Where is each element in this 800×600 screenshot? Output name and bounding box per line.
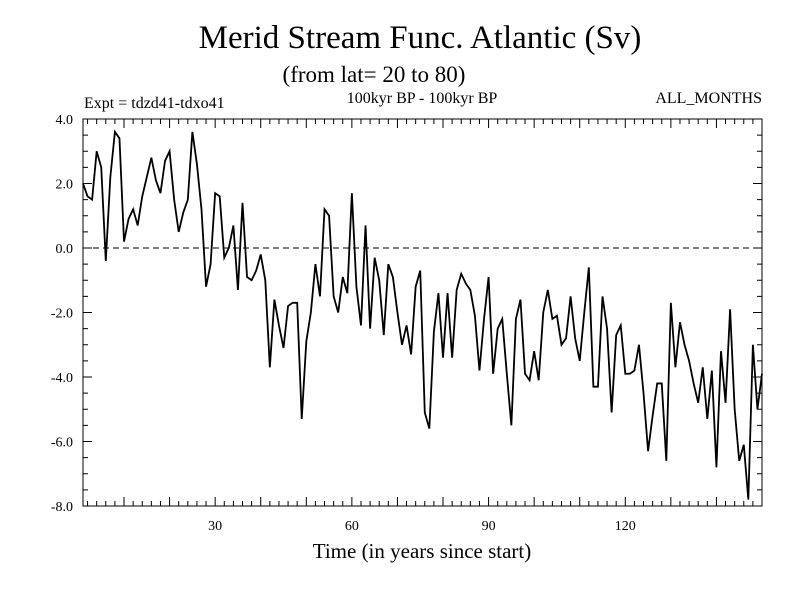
- months-label: ALL_MONTHS: [655, 90, 762, 107]
- y-tick-label: 4.0: [56, 113, 74, 128]
- x-tick-label: 30: [208, 519, 222, 534]
- y-tick-label: 0.0: [56, 242, 74, 257]
- y-tick-label: -8.0: [51, 500, 73, 515]
- plot-frame: [82, 118, 763, 507]
- period-label: 100kyr BP - 100kyr BP: [347, 90, 498, 107]
- x-tick-label: 120: [615, 519, 636, 534]
- y-tick-label: 2.0: [56, 178, 74, 193]
- y-tick-label: -4.0: [51, 371, 73, 386]
- chart-title: Merid Stream Func. Atlantic (Sv): [199, 20, 642, 56]
- x-axis-label: Time (in years since start): [313, 539, 532, 563]
- plot-area: -8.0 -6.0 -4.0 -2.0 0.0 2.0 4.0 30 60 90 120: [51, 113, 763, 534]
- y-tick-label: -6.0: [51, 436, 73, 451]
- experiment-label: Expt = tdzd41-tdxo41: [84, 95, 225, 112]
- x-tick-label: 60: [345, 519, 359, 534]
- chart-subtitle: (from lat= 20 to 80): [283, 62, 466, 87]
- x-tick-label: 90: [482, 519, 496, 534]
- y-tick-label: -2.0: [51, 307, 73, 322]
- series-line: [82, 129, 763, 500]
